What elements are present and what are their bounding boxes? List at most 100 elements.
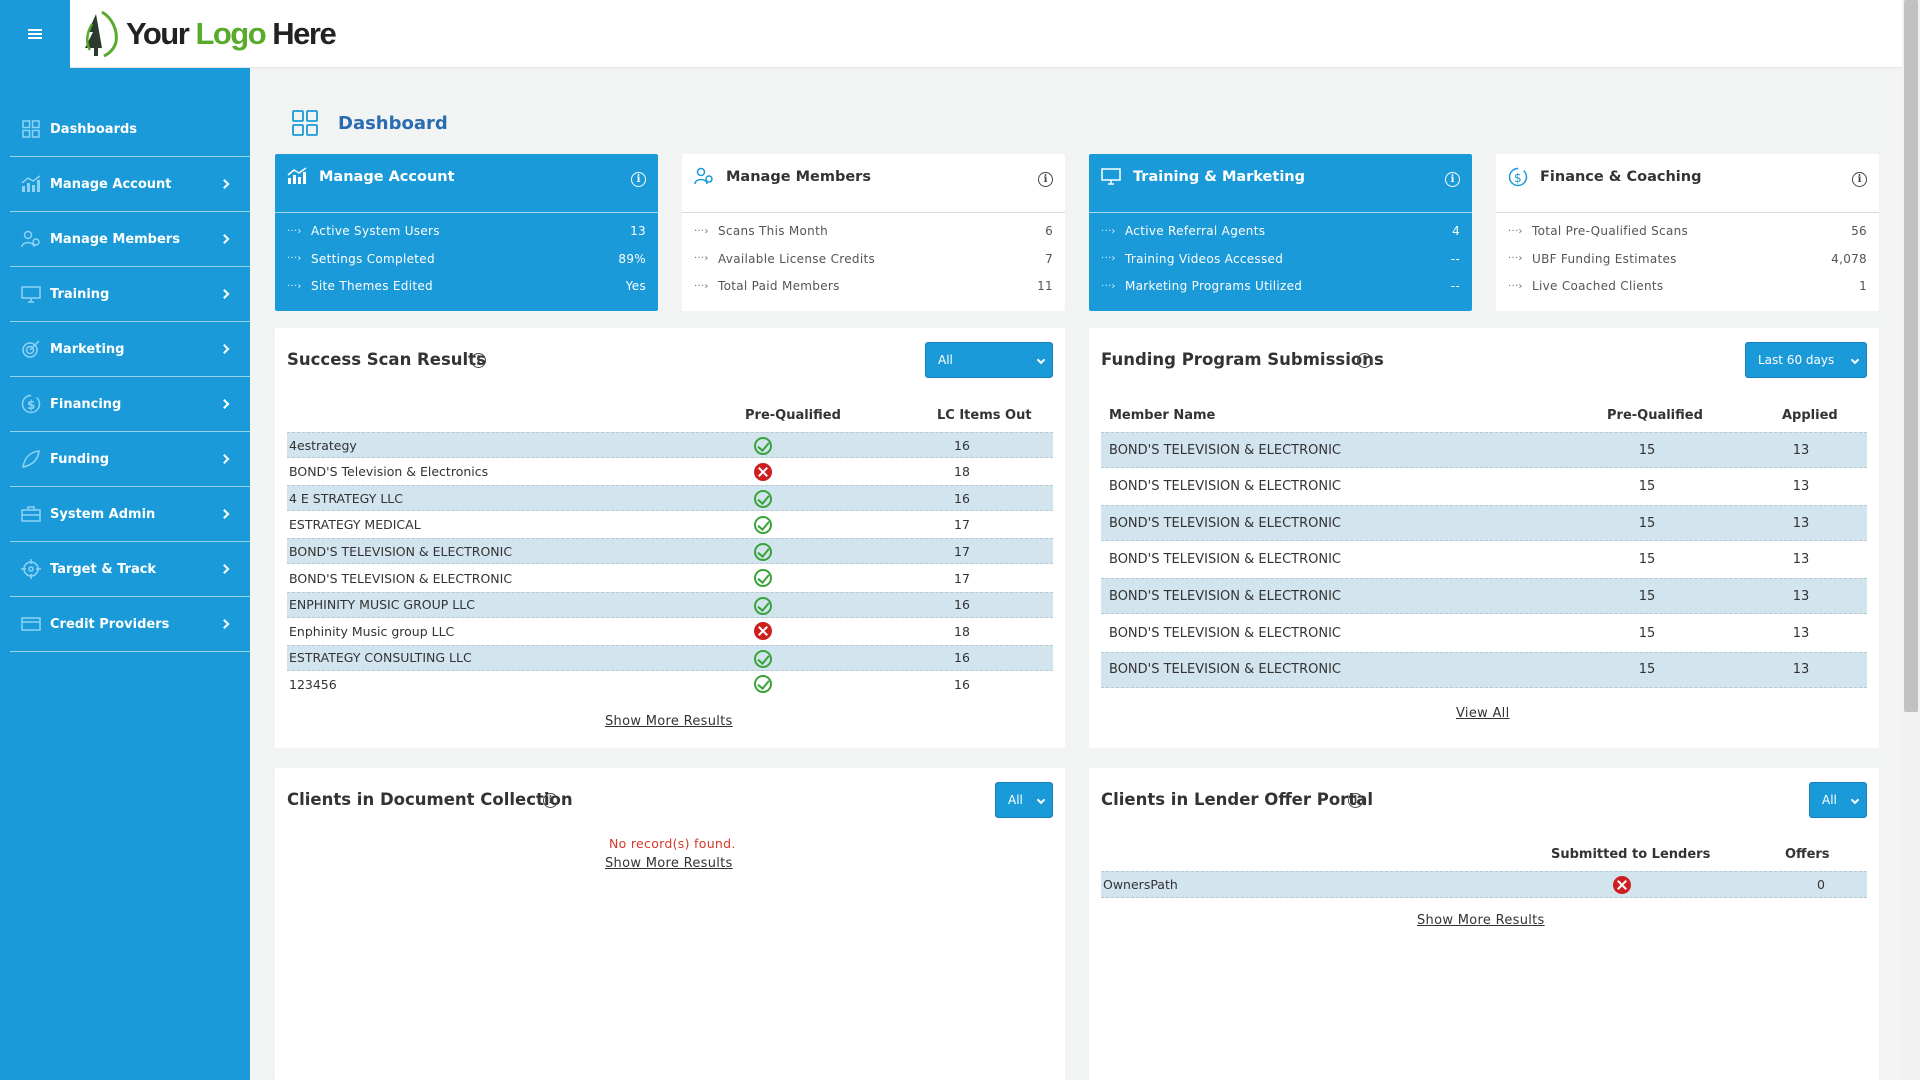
scrollbar-thumb[interactable] bbox=[1904, 0, 1918, 712]
table-row[interactable]: BOND'S TELEVISION & ELECTRONIC 15 13 bbox=[1101, 615, 1867, 651]
lc-items-value: 17 bbox=[954, 570, 970, 586]
sidebar-item-dashboards[interactable]: Dashboards bbox=[10, 102, 250, 157]
lc-items-value: 16 bbox=[954, 490, 970, 506]
page-title: Dashboard bbox=[338, 112, 448, 134]
target-icon bbox=[20, 338, 42, 360]
col-lc-items-out: LC Items Out bbox=[937, 408, 1032, 423]
pre-qualified-value: 15 bbox=[1638, 662, 1656, 678]
stat-value: Yes bbox=[625, 279, 646, 293]
stat-label: Training Videos Accessed bbox=[1125, 251, 1284, 266]
docs-filter-select[interactable]: All bbox=[995, 782, 1053, 818]
sidebar-item-funding[interactable]: Funding bbox=[10, 432, 250, 487]
member-name: BOND'S TELEVISION & ELECTRONIC bbox=[1109, 515, 1341, 531]
sidebar-item-target-track[interactable]: Target & Track bbox=[10, 542, 250, 597]
table-row[interactable]: Enphinity Music group LLC 18 bbox=[287, 618, 1053, 644]
info-icon[interactable]: i bbox=[1852, 172, 1867, 187]
table-row[interactable]: 4estrategy 16 bbox=[287, 432, 1053, 458]
stat-value: 4,078 bbox=[1831, 251, 1867, 266]
stat-value: 11 bbox=[1037, 279, 1053, 293]
stat-row: ···› Available License Credits 7 bbox=[694, 249, 1053, 269]
table-row[interactable]: BOND'S TELEVISION & ELECTRONIC 15 13 bbox=[1101, 505, 1867, 542]
sidebar-item-marketing[interactable]: Marketing bbox=[10, 322, 250, 377]
docs-show-more-link[interactable]: Show More Results bbox=[605, 856, 733, 871]
member-name: Enphinity Music group LLC bbox=[289, 623, 455, 639]
crosshair-icon bbox=[20, 558, 42, 580]
funding-submissions-card: Funding Program Submissions i Last 60 da… bbox=[1089, 328, 1879, 748]
lender-show-more-link[interactable]: Show More Results bbox=[1417, 913, 1545, 928]
table-row[interactable]: BOND'S TELEVISION & ELECTRONIC 15 13 bbox=[1101, 651, 1867, 688]
stat-card-manage-members[interactable]: Manage Members i ···› Scans This Month 6 ···›… bbox=[682, 154, 1065, 311]
info-icon[interactable]: i bbox=[1357, 353, 1372, 368]
stat-label: Settings Completed bbox=[311, 251, 435, 266]
member-name: 123456 bbox=[289, 676, 337, 692]
sidebar-item-financing[interactable]: $ Financing bbox=[10, 377, 250, 432]
sidebar-item-label: Training bbox=[50, 286, 110, 302]
logo[interactable]: Your Logo Here bbox=[82, 8, 337, 60]
table-row[interactable]: 4 E STRATEGY LLC 16 bbox=[287, 485, 1053, 512]
table-row[interactable]: OwnersPath 0 bbox=[1101, 871, 1867, 898]
scan-show-more-link[interactable]: Show More Results bbox=[605, 714, 733, 729]
pre-qualified-value: 15 bbox=[1638, 479, 1656, 495]
lender-portal-title: Clients in Lender Offer Portal bbox=[1101, 790, 1374, 809]
check-circle-icon bbox=[754, 515, 772, 534]
applied-value: 13 bbox=[1792, 515, 1810, 531]
info-icon[interactable]: i bbox=[471, 353, 486, 368]
sidebar-item-credit-providers[interactable]: Credit Providers bbox=[10, 597, 250, 652]
pre-qualified-value: 15 bbox=[1638, 515, 1656, 531]
table-row[interactable]: BOND'S TELEVISION & ELECTRONIC 15 13 bbox=[1101, 432, 1867, 468]
table-row[interactable]: BOND'S TELEVISION & ELECTRONIC 15 13 bbox=[1101, 469, 1867, 505]
table-row[interactable]: 123456 16 bbox=[287, 671, 1053, 697]
x-circle-icon bbox=[754, 622, 772, 641]
stat-card-finance-coaching[interactable]: $ Finance & Coaching i ···› Total Pre-Qualif… bbox=[1496, 154, 1879, 311]
table-row[interactable]: ENPHINITY MUSIC GROUP LLC 16 bbox=[287, 591, 1053, 618]
stat-row: ···› Active System Users 13 bbox=[287, 221, 646, 241]
lc-items-value: 16 bbox=[954, 597, 970, 613]
stat-row: ···› Active Referral Agents 4 bbox=[1101, 221, 1460, 241]
check-circle-icon bbox=[754, 675, 772, 694]
info-icon[interactable]: i bbox=[631, 172, 646, 187]
table-row[interactable]: ESTRATEGY MEDICAL 17 bbox=[287, 512, 1053, 538]
stat-card-title: Manage Members bbox=[726, 169, 871, 185]
table-row[interactable]: BOND'S TELEVISION & ELECTRONIC 17 bbox=[287, 565, 1053, 591]
sidebar-item-system-admin[interactable]: System Admin bbox=[10, 487, 250, 542]
sidebar-item-manage-account[interactable]: Manage Account bbox=[10, 157, 250, 212]
arrow-right-icon: ···› bbox=[1508, 253, 1523, 264]
member-name: BOND'S TELEVISION & ELECTRONIC bbox=[1109, 625, 1341, 641]
chevron-right-icon bbox=[219, 344, 230, 354]
info-icon[interactable]: i bbox=[1445, 172, 1460, 187]
stat-label: Scans This Month bbox=[718, 224, 828, 238]
grid-icon bbox=[20, 118, 42, 140]
scrollbar-track[interactable] bbox=[1902, 0, 1920, 1080]
stat-card-manage-account[interactable]: Manage Account i ···› Active System Users 13… bbox=[275, 154, 658, 311]
funding-view-all-link[interactable]: View All bbox=[1456, 706, 1510, 721]
table-row[interactable]: ESTRATEGY CONSULTING LLC 16 bbox=[287, 644, 1053, 671]
svg-text:$: $ bbox=[27, 398, 35, 412]
table-row[interactable]: BOND'S Television & Electronics 18 bbox=[287, 459, 1053, 485]
hamburger-menu-icon[interactable] bbox=[0, 0, 70, 68]
table-row[interactable]: BOND'S TELEVISION & ELECTRONIC 17 bbox=[287, 538, 1053, 565]
scan-filter-select[interactable]: All bbox=[925, 342, 1053, 378]
table-row[interactable]: BOND'S TELEVISION & ELECTRONIC 15 13 bbox=[1101, 542, 1867, 578]
stat-row: ···› UBF Funding Estimates 4,078 bbox=[1508, 249, 1867, 269]
sidebar-item-training[interactable]: Training bbox=[10, 267, 250, 322]
info-icon[interactable]: i bbox=[1348, 793, 1363, 808]
info-icon[interactable]: i bbox=[1038, 172, 1053, 187]
member-name: BOND'S TELEVISION & ELECTRONIC bbox=[1109, 588, 1341, 604]
table-row[interactable]: BOND'S TELEVISION & ELECTRONIC 15 13 bbox=[1101, 578, 1867, 615]
sidebar-item-manage-members[interactable]: Manage Members bbox=[10, 212, 250, 267]
arrow-right-icon: ···› bbox=[1101, 225, 1116, 237]
col-submitted-to-lenders: Submitted to Lenders bbox=[1551, 847, 1711, 862]
lender-filter-select[interactable]: All bbox=[1809, 782, 1867, 818]
dollar-icon: $ bbox=[1508, 167, 1530, 189]
monitor-icon bbox=[1101, 167, 1123, 189]
stat-card-training-marketing[interactable]: Training & Marketing i ···› Active Referral… bbox=[1089, 154, 1472, 311]
applied-value: 13 bbox=[1792, 442, 1810, 458]
member-name: ESTRATEGY MEDICAL bbox=[289, 517, 421, 533]
stat-label: Live Coached Clients bbox=[1532, 279, 1664, 293]
sidebar-item-label: Credit Providers bbox=[50, 616, 170, 632]
card-icon bbox=[20, 613, 42, 635]
funding-filter-select[interactable]: Last 60 days bbox=[1745, 342, 1867, 378]
info-icon[interactable]: i bbox=[543, 793, 558, 808]
stat-label: Total Pre-Qualified Scans bbox=[1532, 224, 1689, 238]
stat-label: Site Themes Edited bbox=[311, 279, 433, 293]
